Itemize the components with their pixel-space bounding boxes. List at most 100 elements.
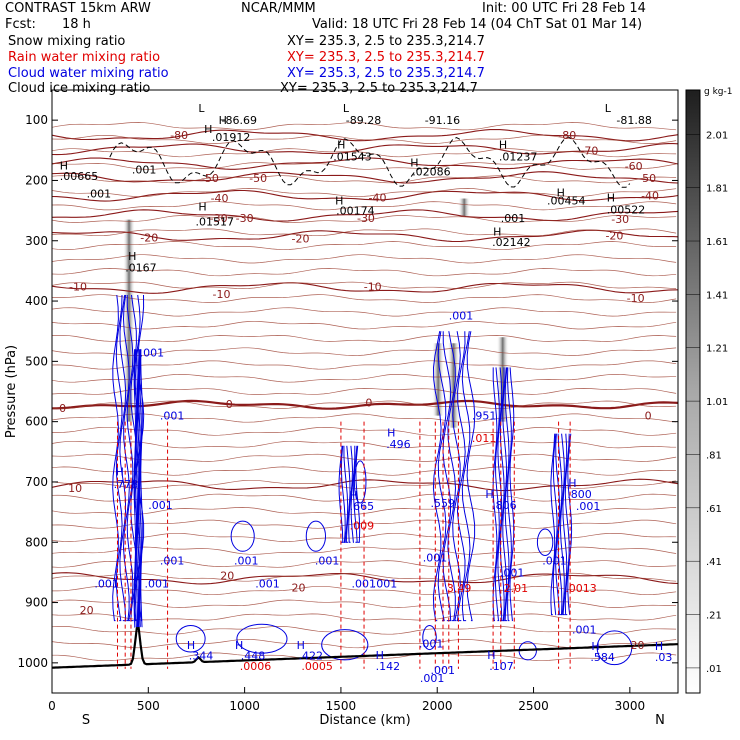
- cloud-water-contour: [447, 331, 457, 622]
- field-annotation: .142: [376, 660, 401, 673]
- field-annotation: .951: [472, 410, 497, 423]
- cloud-water-contour: [353, 460, 367, 504]
- cloud-water-contour: [122, 294, 130, 622]
- field-annotation: .001: [140, 346, 165, 359]
- field-name-rain: Rain water mixing ratio: [8, 50, 161, 65]
- field-annotation: 2.01: [504, 582, 529, 595]
- field-xy-snow: XY= 235.3, 2.5 to 235.3,214.7: [287, 34, 485, 49]
- temperature-contour: [52, 128, 678, 142]
- temperature-contour: [52, 320, 677, 330]
- field-annotation: .001: [160, 554, 185, 567]
- contour-label: -70: [580, 144, 598, 157]
- temperature-contour: [52, 546, 677, 555]
- contour-label: 20: [631, 639, 645, 652]
- field-annotation: .001: [373, 577, 398, 590]
- x-axis-label: Distance (km): [319, 713, 410, 728]
- cloud-water-contour: [340, 445, 346, 543]
- y-axis-label: Pressure (hPa): [4, 345, 19, 438]
- field-annotation: L: [605, 102, 612, 115]
- field-annotation: .009: [350, 519, 375, 532]
- cloud-water-contour: [350, 445, 356, 543]
- cloud-water-contour: [134, 349, 138, 628]
- field-name-snow: Snow mixing ratio: [8, 34, 126, 49]
- temperature-contour: [52, 400, 677, 409]
- y-tick-label: 700: [25, 475, 48, 489]
- field-annotation: L: [198, 102, 205, 115]
- cloud-water-contour: [175, 624, 206, 653]
- contour-label: -30: [611, 213, 629, 226]
- contour-label: -10: [213, 288, 231, 301]
- contour-label: -80: [558, 129, 576, 142]
- cloud-water-contour: [504, 367, 510, 622]
- terrain-surface: [52, 626, 678, 669]
- cloud-water-contour: [338, 445, 344, 543]
- field-annotation: .03: [655, 651, 673, 664]
- field-annotation: .001: [94, 577, 119, 590]
- snow-shading: [458, 198, 471, 217]
- field-annotation: H: [410, 156, 418, 169]
- temperature-contour: [52, 215, 677, 223]
- y-tick-label: 900: [25, 596, 48, 610]
- field-name-cloud-ice: Cloud ice mixing ratio: [8, 81, 151, 96]
- temperature-contour: [52, 175, 677, 184]
- cloud-water-contour: [139, 349, 142, 628]
- contour-label: -50: [249, 172, 267, 185]
- field-annotation: .806: [492, 499, 517, 512]
- cloud-water-contour: [140, 349, 143, 628]
- cloud-water-contour: [452, 331, 461, 622]
- plot-frame: [51, 89, 679, 694]
- contour-label: -20: [291, 232, 309, 245]
- colorbar-label: 1.81: [706, 184, 728, 195]
- contour-label: 20: [80, 604, 94, 617]
- field-annotation: H: [204, 123, 212, 136]
- field-annotation: .001: [148, 499, 173, 512]
- cloud-water-contour: [552, 433, 558, 616]
- contour-label: 0: [226, 398, 233, 411]
- field-annotation: H: [128, 250, 136, 263]
- colorbar-label: 1.61: [706, 237, 728, 248]
- temperature-contour: [52, 134, 677, 144]
- field-annotation: H: [499, 138, 507, 151]
- field-annotation: 3.49: [447, 582, 472, 595]
- field-annotation: H: [297, 639, 305, 652]
- cloud-water-contour: [564, 433, 570, 616]
- cloud-water-contour: [509, 367, 515, 622]
- field-annotation: .001: [449, 310, 474, 323]
- colorbar-label: 1.41: [706, 290, 728, 301]
- contour-label: 0: [645, 410, 652, 423]
- field-annotation: .0013: [565, 582, 597, 595]
- field-annotation: .001: [572, 624, 597, 637]
- field-annotation: .344: [189, 650, 214, 663]
- cloud-water-contour: [133, 294, 141, 622]
- y-tick-label: 600: [25, 415, 48, 429]
- field-annotation: .02142: [492, 236, 531, 249]
- field-annotation: .001: [315, 554, 340, 567]
- cloud-water-contour: [559, 433, 565, 616]
- valid-time: Valid: 18 UTC Fri 28 Feb 14 (04 ChT Sat …: [312, 17, 643, 32]
- cloud-water-contour: [321, 629, 369, 661]
- field-annotation: .422: [299, 650, 324, 663]
- field-annotation: .001: [542, 554, 567, 567]
- field-annotation: .001: [419, 638, 444, 651]
- temperature-contour: [52, 399, 678, 410]
- field-annotation: .496: [386, 438, 411, 451]
- cloud-water-contour: [506, 367, 512, 622]
- field-annotation: .001: [576, 500, 601, 513]
- cloud-water-contour: [502, 367, 508, 622]
- x-tick-label: 1000: [229, 699, 260, 713]
- field-annotation: .001: [234, 554, 259, 567]
- field-xy-cloud-water: XY= 235.3, 2.5 to 235.3,214.7: [287, 66, 485, 81]
- cloud-water-contour: [466, 331, 476, 622]
- field-annotation: .01517: [195, 215, 234, 228]
- cloud-water-contour: [437, 331, 447, 622]
- y-tick-label: 100: [25, 113, 48, 127]
- temperature-contour: [52, 572, 678, 585]
- field-annotation: H: [337, 138, 345, 151]
- temperature-contour: [52, 254, 677, 264]
- temperature-contour: [52, 162, 677, 170]
- temperature-contour: [52, 229, 678, 243]
- field-annotation: L: [343, 102, 350, 115]
- cloud-water-contour: [536, 528, 554, 557]
- cloud-water-contour: [345, 445, 351, 543]
- field-annotation: .001: [144, 577, 169, 590]
